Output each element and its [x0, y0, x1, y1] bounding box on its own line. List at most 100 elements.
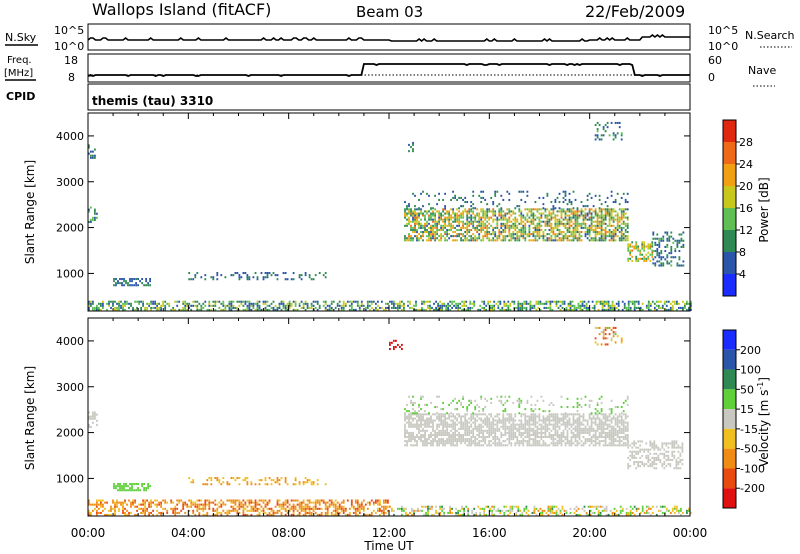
power-cell	[483, 306, 486, 309]
power-cell	[580, 224, 583, 227]
power-cell	[488, 216, 491, 219]
power-cell	[470, 216, 473, 219]
velocity-cell	[597, 511, 600, 514]
velocity-cell	[476, 427, 479, 430]
velocity-cell	[412, 412, 414, 415]
power-cell	[482, 235, 485, 238]
power-cell	[574, 218, 577, 221]
velocity-cell	[525, 511, 528, 514]
power-cell	[266, 272, 269, 275]
power-cell	[409, 306, 411, 309]
power-cell	[620, 218, 623, 221]
velocity-cell	[458, 413, 460, 416]
velocity-cell	[306, 499, 309, 502]
velocity-cell	[320, 513, 323, 516]
power-cell	[464, 196, 467, 199]
power-cell	[480, 201, 483, 204]
velocity-cell	[316, 507, 319, 510]
power-cell	[626, 192, 629, 195]
velocity-cell	[478, 440, 481, 443]
velocity-cell	[414, 438, 416, 441]
power-cell	[581, 300, 584, 303]
power-cell	[506, 224, 509, 227]
velocity-cell	[442, 442, 444, 445]
velocity-cell	[362, 507, 365, 510]
power-cell	[366, 300, 369, 303]
velocity-cell	[586, 421, 589, 424]
power-cell	[663, 302, 666, 305]
velocity-cell	[589, 505, 592, 508]
velocity-cell	[133, 489, 135, 492]
power-cell	[552, 229, 555, 232]
power-cell	[626, 222, 629, 225]
velocity-cell	[302, 513, 305, 516]
velocity-cell	[280, 513, 283, 516]
velocity-cell	[476, 425, 479, 428]
velocity-cell	[629, 511, 632, 514]
power-cell	[651, 253, 654, 256]
power-cell	[420, 224, 422, 227]
velocity-cell	[492, 417, 495, 420]
power-cell	[324, 308, 327, 311]
power-cell	[326, 304, 329, 307]
power-cell	[560, 231, 563, 234]
velocity-cell	[624, 427, 627, 430]
power-cell	[496, 237, 499, 240]
power-cell	[164, 300, 167, 303]
power-colorbar-label: Power [dB]	[757, 177, 771, 242]
velocity-cell	[566, 421, 569, 424]
velocity-cell	[504, 444, 507, 447]
velocity-cell	[478, 423, 481, 426]
power-cell	[598, 237, 601, 240]
velocity-cell	[88, 509, 90, 512]
power-cell	[662, 262, 665, 265]
power-cell	[600, 216, 603, 219]
velocity-cell	[300, 509, 303, 512]
power-cell	[641, 253, 644, 256]
power-cell	[409, 302, 411, 305]
velocity-cell	[158, 501, 160, 504]
power-cell	[502, 210, 505, 213]
power-cell	[584, 212, 587, 215]
power-cell	[497, 304, 500, 307]
velocity-cell	[625, 511, 628, 514]
power-cell	[624, 237, 627, 240]
velocity-cell	[618, 429, 621, 432]
power-cell	[645, 259, 648, 262]
velocity-cell	[488, 444, 491, 447]
velocity-cell	[420, 395, 422, 398]
power-cell	[665, 304, 668, 307]
power-cell	[608, 208, 611, 211]
velocity-cell	[574, 434, 577, 437]
velocity-cell	[456, 413, 458, 416]
velocity-cell	[174, 507, 177, 510]
velocity-cell	[188, 509, 191, 512]
velocity-cell	[436, 440, 438, 443]
velocity-cell	[618, 421, 621, 424]
velocity-cell	[649, 507, 652, 510]
velocity-cell	[284, 479, 287, 482]
power-cell	[544, 222, 547, 225]
power-cell	[670, 248, 673, 251]
power-cell	[316, 302, 319, 305]
power-cell	[604, 130, 607, 133]
velocity-cell	[611, 513, 614, 516]
velocity-cell	[498, 417, 501, 420]
power-cell	[552, 207, 555, 210]
velocity-cell	[475, 513, 478, 516]
power-cell	[416, 229, 418, 232]
velocity-cell	[290, 505, 293, 508]
velocity-cell	[426, 413, 428, 416]
velocity-cell	[554, 419, 557, 422]
velocity-cell	[240, 505, 243, 508]
velocity-cell	[136, 505, 138, 508]
power-cell	[657, 300, 660, 303]
power-cell	[606, 224, 609, 227]
power-cell	[550, 226, 553, 229]
power-cell	[590, 212, 593, 215]
power-cell	[102, 304, 104, 307]
velocity-cell	[525, 507, 528, 510]
velocity-cell	[582, 436, 585, 439]
power-cell	[440, 224, 442, 227]
velocity-cell	[582, 427, 585, 430]
